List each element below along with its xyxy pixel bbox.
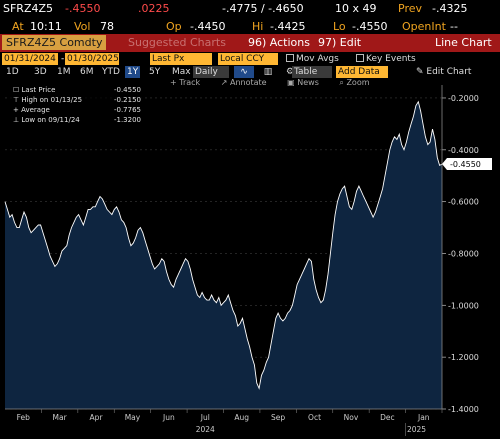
legend-row: ⊤ High on 01/13/25 -0.2150 [13,96,141,104]
x-tick-label: Oct [308,413,321,422]
pencil-icon: ✎ [416,67,427,77]
frequency-dropdown[interactable]: Daily [193,66,229,78]
quote-time: 10:11 [30,20,62,33]
field-dropdown[interactable]: Last Px [150,53,212,65]
suggested-charts-button[interactable]: Suggested Charts [128,36,226,49]
zoom-tool[interactable]: ⌕ Zoom [339,78,370,87]
vol-label: Vol [74,20,91,33]
security-field[interactable]: SFRZ4Z5 Comdty [2,35,107,50]
price-chart[interactable]: -1.4000 -1.2000 -1.0000 -0.8000 -0.6000 -0.40… [0,79,500,439]
actions-menu[interactable]: 96) Actions [248,36,310,49]
y-tick-label: -1.2000 [448,353,479,362]
table-button[interactable]: Table [292,66,332,78]
y-tick-label: -0.6000 [448,198,479,207]
end-date-input[interactable]: 01/30/2025 [65,53,119,65]
y-tick-label: -1.0000 [448,301,479,310]
at-label: At [12,20,24,33]
period-1m[interactable]: 1M [57,67,71,77]
x-year-label: 2025 [407,425,426,434]
y-tick-label: -0.8000 [448,249,479,258]
date-separator-icon: - [61,54,65,64]
y-tick-label: -1.4000 [448,405,479,414]
mov-avgs-checkbox-icon [286,54,294,62]
period-max[interactable]: Max [172,67,191,77]
last-price-flag [442,158,492,171]
key-events-toggle[interactable]: Key Events [354,53,418,65]
annotate-tool[interactable]: ↗ Annotate [220,78,267,87]
net-change: .0225 [138,2,170,15]
key-events-checkbox-icon [356,54,364,62]
edit-menu[interactable]: 97) Edit [318,36,362,49]
legend-row: ⊥ Low on 09/11/24 -1.3200 [13,116,141,124]
edit-chart-label: Edit Chart [426,67,472,77]
last-price-flag-label: -0.4550 [450,160,481,169]
x-year-label: 2024 [196,425,215,434]
mov-avgs-label: Mov Avgs [296,54,339,64]
period-5y[interactable]: 5Y [149,67,161,77]
legend-swatch-icon: ☐ [13,86,22,94]
volume: 78 [100,20,114,33]
ticker-symbol[interactable]: SFRZ4Z5 [3,2,54,15]
chart-legend: ☐ Last Price -0.4550 ⊤ High on 01/13/25 -0… [10,84,144,126]
line-style-icon[interactable]: ∿ [234,66,254,78]
edit-chart-button[interactable]: ✎ Edit Chart [414,66,473,78]
x-tick-label: Dec [380,413,395,422]
price-line [4,100,443,390]
function-title-bar: SFRZ4Z5 Comdty Suggested Charts 96) Acti… [0,34,500,52]
high-price: -.4425 [270,20,306,33]
low-price: -.4550 [352,20,388,33]
news-tool[interactable]: ▣ News [287,78,319,87]
bid-ask: -.4775 / -.4650 [222,2,304,15]
chart-type-label: Line Chart [435,36,492,49]
controls-row-2: 1D 3D 1M 6M YTD 1Y 5Y Max Daily ∿ ▥ ⚙ Ta… [0,66,500,79]
x-tick-label: Jul [200,413,210,422]
x-tick-label: Sep [271,413,285,422]
y-tick-label: -0.4000 [448,146,479,155]
start-date-input[interactable]: 01/31/2024 [2,53,58,65]
settings-icon[interactable]: ⚙ [286,67,295,77]
x-tick-label: Apr [90,413,104,422]
period-1y[interactable]: 1Y [125,66,141,78]
period-1d[interactable]: 1D [6,67,19,77]
bid-ask-size: 10 x 49 [335,2,377,15]
last-price: -.4550 [65,2,101,15]
open-price: -.4450 [190,20,226,33]
legend-row: + Average -0.7765 [13,106,141,114]
currency-dropdown[interactable]: Local CCY [218,53,278,65]
x-tick-label: Jan [417,413,430,422]
prev-label: Prev [398,2,422,15]
bar-style-icon[interactable]: ▥ [263,67,273,77]
price-area [5,101,442,410]
quote-line-2: At 10:11 Vol 78 Op -.4450 Hi -.4425 Lo -… [0,18,500,34]
x-tick-label: Nov [344,413,359,422]
chart-tools: + Track ↗ Annotate ▣ News ⌕ Zoom [170,78,388,88]
period-3d[interactable]: 3D [34,67,47,77]
add-data-input[interactable]: Add Data [336,66,388,78]
x-tick-label: Aug [234,413,249,422]
period-ytd[interactable]: YTD [102,67,120,77]
y-tick-label: -0.2000 [448,94,479,103]
x-tick-label: Mar [53,413,68,422]
x-tick-label: May [125,413,141,422]
open-label: Op [166,20,182,33]
quote-line-1: SFRZ4Z5 -.4550 .0225 -.4775 / -.4650 10 … [0,0,500,18]
openint-label: OpenInt [402,20,446,33]
track-tool[interactable]: + Track [170,78,201,87]
period-6m[interactable]: 6M [80,67,94,77]
low-label: Lo [333,20,346,33]
controls-row-1: 01/31/2024 - 01/30/2025 Last Px Local CC… [0,53,500,66]
mov-avgs-toggle[interactable]: Mov Avgs [284,53,341,65]
key-events-label: Key Events [366,54,416,64]
high-label: Hi [252,20,264,33]
x-tick-label: Jun [162,413,175,422]
prev-close: -.4325 [432,2,468,15]
openint-value: -- [450,20,458,33]
x-tick-label: Feb [17,413,31,422]
legend-row: ☐ Last Price -0.4550 [13,86,141,94]
